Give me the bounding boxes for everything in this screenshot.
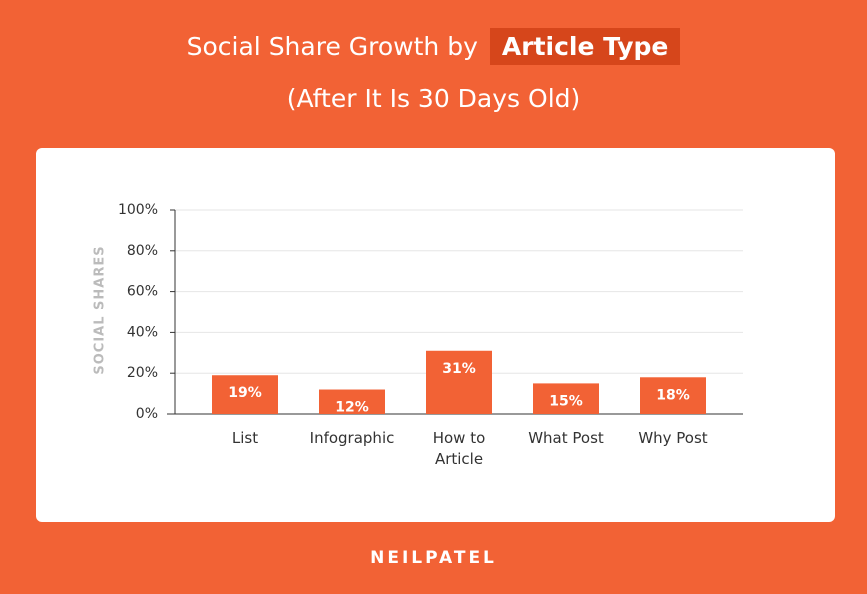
y-tick-label: 100% [118, 202, 158, 218]
subtitle: (After It Is 30 Days Old) [286, 84, 581, 113]
value-label: 15% [549, 393, 583, 409]
y-tick-label: 60% [127, 284, 158, 300]
header: Social Share Growth by Article Type [0, 28, 867, 65]
x-tick-container: List [231, 429, 259, 447]
x-tick-label: What Post [528, 429, 604, 447]
x-tick-container: How to Article [432, 429, 486, 468]
x-tick-label: Infographic [309, 429, 395, 447]
value-label: 19% [228, 385, 262, 401]
x-tick-container: Infographic [309, 429, 395, 447]
bar [426, 350, 492, 414]
brand: NEILPATEL [370, 548, 497, 568]
x-tick-label: List [231, 429, 259, 447]
y-tick-label: 80% [127, 243, 158, 259]
y-tick-label: 20% [127, 365, 158, 381]
bar [533, 383, 599, 414]
x-tick-label: Why Post [638, 429, 708, 447]
bar [212, 375, 278, 414]
x-tick-label: How to Article [432, 429, 486, 468]
y-tick-label: 40% [127, 324, 158, 340]
value-label: 18% [656, 387, 690, 403]
x-tick-container: Why Post [638, 429, 708, 447]
y-tick-label: 0% [136, 406, 158, 422]
value-label: 12% [335, 400, 369, 416]
title-highlight: Article Type [489, 28, 681, 65]
title: Social Share Growth by [186, 32, 478, 61]
x-tick-container: What Post [528, 429, 604, 447]
bar [319, 389, 385, 414]
value-label: 31% [442, 361, 476, 377]
y-axis-label: SOCIAL SHARES [93, 245, 108, 374]
bar [640, 377, 706, 414]
